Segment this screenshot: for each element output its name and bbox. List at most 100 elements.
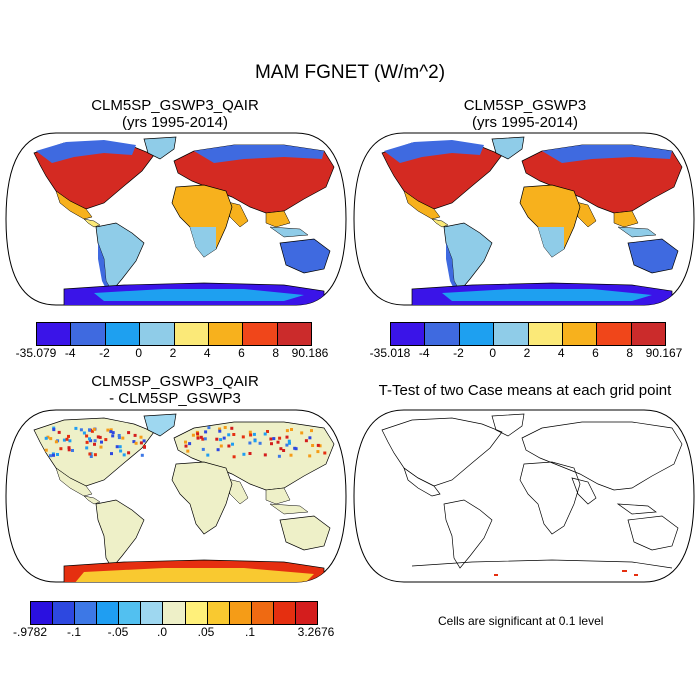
australia (279, 238, 331, 274)
difference-cell (323, 451, 327, 455)
central-america (431, 218, 449, 228)
difference-cell (117, 436, 121, 440)
colorbar-swatch (273, 602, 296, 624)
eurasia-north (194, 145, 324, 163)
difference-cell (270, 442, 273, 446)
colorbar-label: 90.167 (645, 346, 683, 360)
difference-cell (74, 426, 78, 430)
difference-cell (223, 426, 227, 429)
panel3-title: CLM5SP_GSWP3_QAIR - CLM5SP_GSWP3 (0, 373, 350, 407)
colorbar-label: 90.186 (291, 346, 329, 360)
difference-cell (127, 431, 131, 435)
panel4-title: T-Test of two Case means at each grid po… (350, 382, 700, 399)
difference-cell (49, 454, 52, 458)
africa-south (538, 227, 564, 257)
difference-cell (46, 435, 50, 439)
colorbar-swatch (31, 602, 54, 624)
colorbar-swatch (141, 602, 164, 624)
difference-cell (65, 437, 69, 441)
difference-cell (109, 428, 113, 432)
difference-cell (117, 434, 121, 437)
difference-cell (111, 434, 115, 438)
colorbar-gswp3 (390, 322, 666, 346)
greenland (143, 136, 177, 160)
mexico (55, 190, 93, 220)
south-america-outline (443, 499, 493, 569)
difference-cell (93, 442, 96, 446)
difference-cell (93, 439, 97, 443)
significance-note: Cells are significant at 0.1 level (438, 614, 604, 628)
colorbar-gswp3-labels: -35.018 -4 -2 0 2 4 6 8 90.167 (370, 346, 683, 362)
difference-cell (139, 435, 143, 439)
difference-cell (89, 439, 93, 443)
panel4-title-line1: T-Test of two Case means at each grid po… (378, 382, 672, 399)
central-america (83, 218, 101, 228)
colorbar-label: 8 (626, 346, 634, 360)
difference-cell (253, 439, 257, 443)
difference-cell (227, 444, 231, 448)
panel1-title-line2: (yrs 1995-2014) (122, 114, 228, 131)
difference-cell (96, 435, 100, 439)
mexico (55, 467, 93, 497)
south-america-west (446, 243, 460, 293)
difference-cell (110, 452, 113, 456)
difference-cell (57, 430, 61, 434)
australia (279, 515, 331, 551)
difference-cell (276, 440, 280, 444)
south-america (443, 222, 493, 292)
difference-cell (85, 440, 89, 444)
difference-cell (204, 430, 208, 434)
difference-cell (308, 436, 312, 440)
colorbar-swatch (597, 323, 632, 345)
difference-cell (248, 441, 252, 445)
indonesia (269, 503, 309, 515)
colorbar-label: 3.2676 (297, 625, 335, 639)
difference-cell (206, 453, 210, 457)
difference-cell (263, 432, 267, 436)
difference-cell (249, 433, 253, 437)
difference-cell (310, 429, 313, 433)
colorbar-label: .0 (156, 625, 168, 639)
difference-cell (100, 440, 103, 444)
difference-cell (118, 445, 122, 449)
difference-cell (282, 449, 286, 452)
indonesia-outline (616, 503, 657, 515)
colorbar-swatch (425, 323, 460, 345)
colorbar-swatch (243, 323, 278, 345)
africa-south (190, 227, 216, 257)
colorbar-swatch (163, 602, 186, 624)
colorbar-swatch (105, 323, 141, 345)
difference-cell (278, 436, 282, 440)
colorbar-label: .05 (197, 625, 215, 639)
southeast-asia (265, 487, 291, 505)
difference-cell (67, 434, 70, 438)
colorbar-label: 2 (169, 346, 177, 360)
difference-cell (201, 437, 205, 441)
difference-cell (67, 448, 71, 452)
colorbar-swatch (119, 602, 142, 624)
difference-cell (287, 439, 291, 443)
antarctica-coast (442, 289, 652, 301)
colorbar-swatch (185, 602, 208, 624)
panel1-title-line1: CLM5SP_GSWP3_QAIR (91, 97, 259, 114)
significant-cell (634, 574, 638, 576)
colorbar-label: -.1 (66, 625, 82, 639)
colorbar-swatch (174, 323, 209, 345)
colorbar-label: 2 (523, 346, 531, 360)
colorbar-swatch (208, 323, 244, 345)
colorbar-qair (36, 322, 312, 346)
difference-cell (248, 452, 252, 455)
panel2-title: CLM5SP_GSWP3 (yrs 1995-2014) (350, 97, 700, 131)
colorbar-label: -.9782 (12, 625, 48, 639)
colorbar-swatch (391, 323, 426, 345)
difference-cell (68, 439, 72, 443)
africa (171, 461, 233, 535)
antarctica-coast (94, 289, 304, 301)
difference-cell (140, 453, 144, 457)
colorbar-label: -.05 (107, 625, 129, 639)
difference-cell (231, 442, 234, 446)
difference-cell (44, 436, 48, 440)
difference-cell (300, 431, 304, 435)
difference-cell (121, 436, 125, 440)
difference-cell (196, 432, 200, 436)
